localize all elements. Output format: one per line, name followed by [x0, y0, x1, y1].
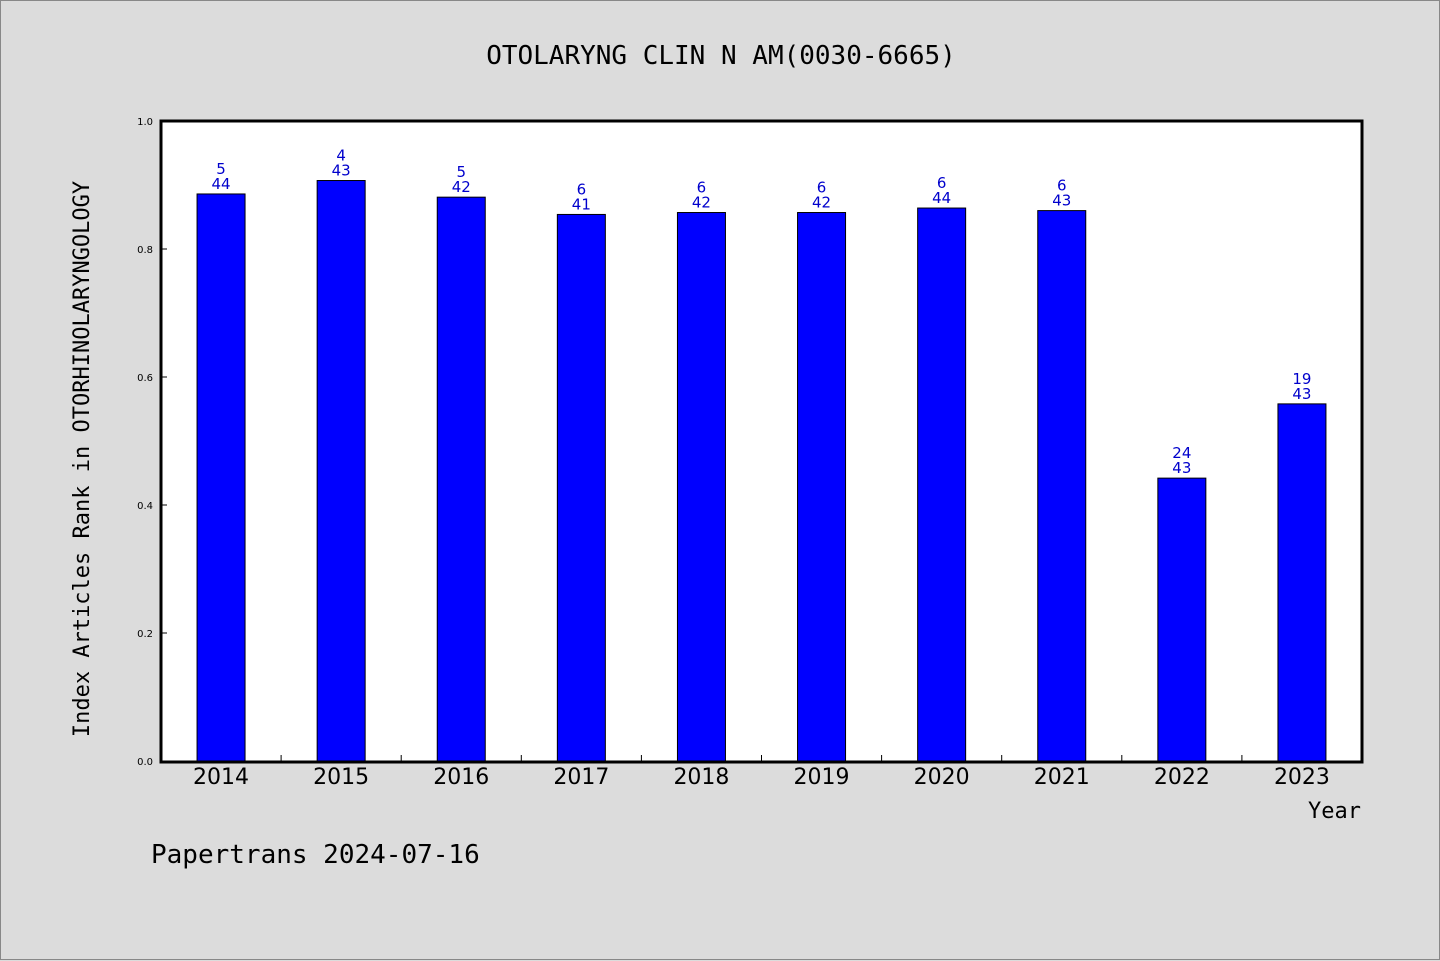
bar-2017 [556, 213, 606, 762]
x-tick-label: 2019 [794, 765, 850, 790]
bar-2019 [797, 212, 847, 762]
x-tick-label: 2018 [673, 765, 729, 790]
x-tick-label: 2014 [193, 765, 249, 790]
y-tick-label: 0.8 [137, 245, 153, 256]
bar-total-label: 42 [692, 194, 711, 212]
bar-2014 [196, 193, 246, 762]
x-tick-label: 2020 [914, 765, 970, 790]
bar-rank-label: 6 [577, 180, 587, 198]
x-axis-ticks: 2014 2015 2016 2017 2018 2019 2020 2021 2022 2023 [193, 755, 1330, 790]
bar-rank-label: 6 [937, 174, 947, 192]
bar-rank-label: 19 [1292, 370, 1311, 388]
x-tick-label: 2015 [313, 765, 369, 790]
y-axis-label: Index Articles Rank in OTORHINOLARYNGOLO… [70, 181, 95, 737]
bar-total-label: 44 [932, 189, 951, 207]
bar-total-label: 44 [212, 175, 231, 193]
bar-total-label: 43 [1052, 192, 1071, 210]
bar-total-label: 43 [332, 162, 351, 180]
bar-total-label: 41 [572, 195, 591, 213]
bar-total-label: 43 [1172, 459, 1191, 477]
bar-rank-label: 6 [697, 179, 707, 197]
bar-rank-label: 5 [216, 160, 226, 178]
bar-2016 [436, 196, 486, 762]
x-tick-label: 2016 [433, 765, 489, 790]
chart-title: OTOLARYNG CLIN N AM(0030-6665) [486, 41, 956, 71]
bar-total-label: 43 [1292, 385, 1311, 403]
bar-2022 [1157, 477, 1207, 762]
y-axis-ticks: 0.0 0.2 0.4 0.6 0.8 1.0 [137, 117, 167, 768]
bar-rank-label: 24 [1172, 444, 1191, 462]
bar-2020 [917, 207, 967, 762]
x-tick-label: 2023 [1274, 765, 1330, 790]
y-tick-label: 1.0 [137, 117, 153, 128]
bar-rank-label: 4 [336, 147, 346, 165]
y-tick-label: 0.6 [137, 373, 153, 384]
bar-rank-label: 5 [456, 163, 466, 181]
bar-rank-label: 6 [817, 179, 827, 197]
footer-text: Papertrans 2024-07-16 [151, 840, 480, 870]
y-tick-label: 0.0 [137, 757, 153, 768]
bar-rank-label: 6 [1057, 177, 1067, 195]
x-tick-label: 2017 [553, 765, 609, 790]
x-tick-label: 2022 [1154, 765, 1210, 790]
bar-total-label: 42 [452, 178, 471, 196]
bar-total-label: 42 [812, 194, 831, 212]
bar-2018 [676, 212, 726, 762]
bar-2023 [1277, 403, 1327, 762]
y-tick-label: 0.2 [137, 629, 153, 640]
bar-2015 [316, 180, 366, 762]
bar-2021 [1037, 210, 1087, 762]
x-tick-label: 2021 [1034, 765, 1090, 790]
x-axis-label: Year [1308, 799, 1361, 824]
y-tick-label: 0.4 [137, 501, 153, 512]
